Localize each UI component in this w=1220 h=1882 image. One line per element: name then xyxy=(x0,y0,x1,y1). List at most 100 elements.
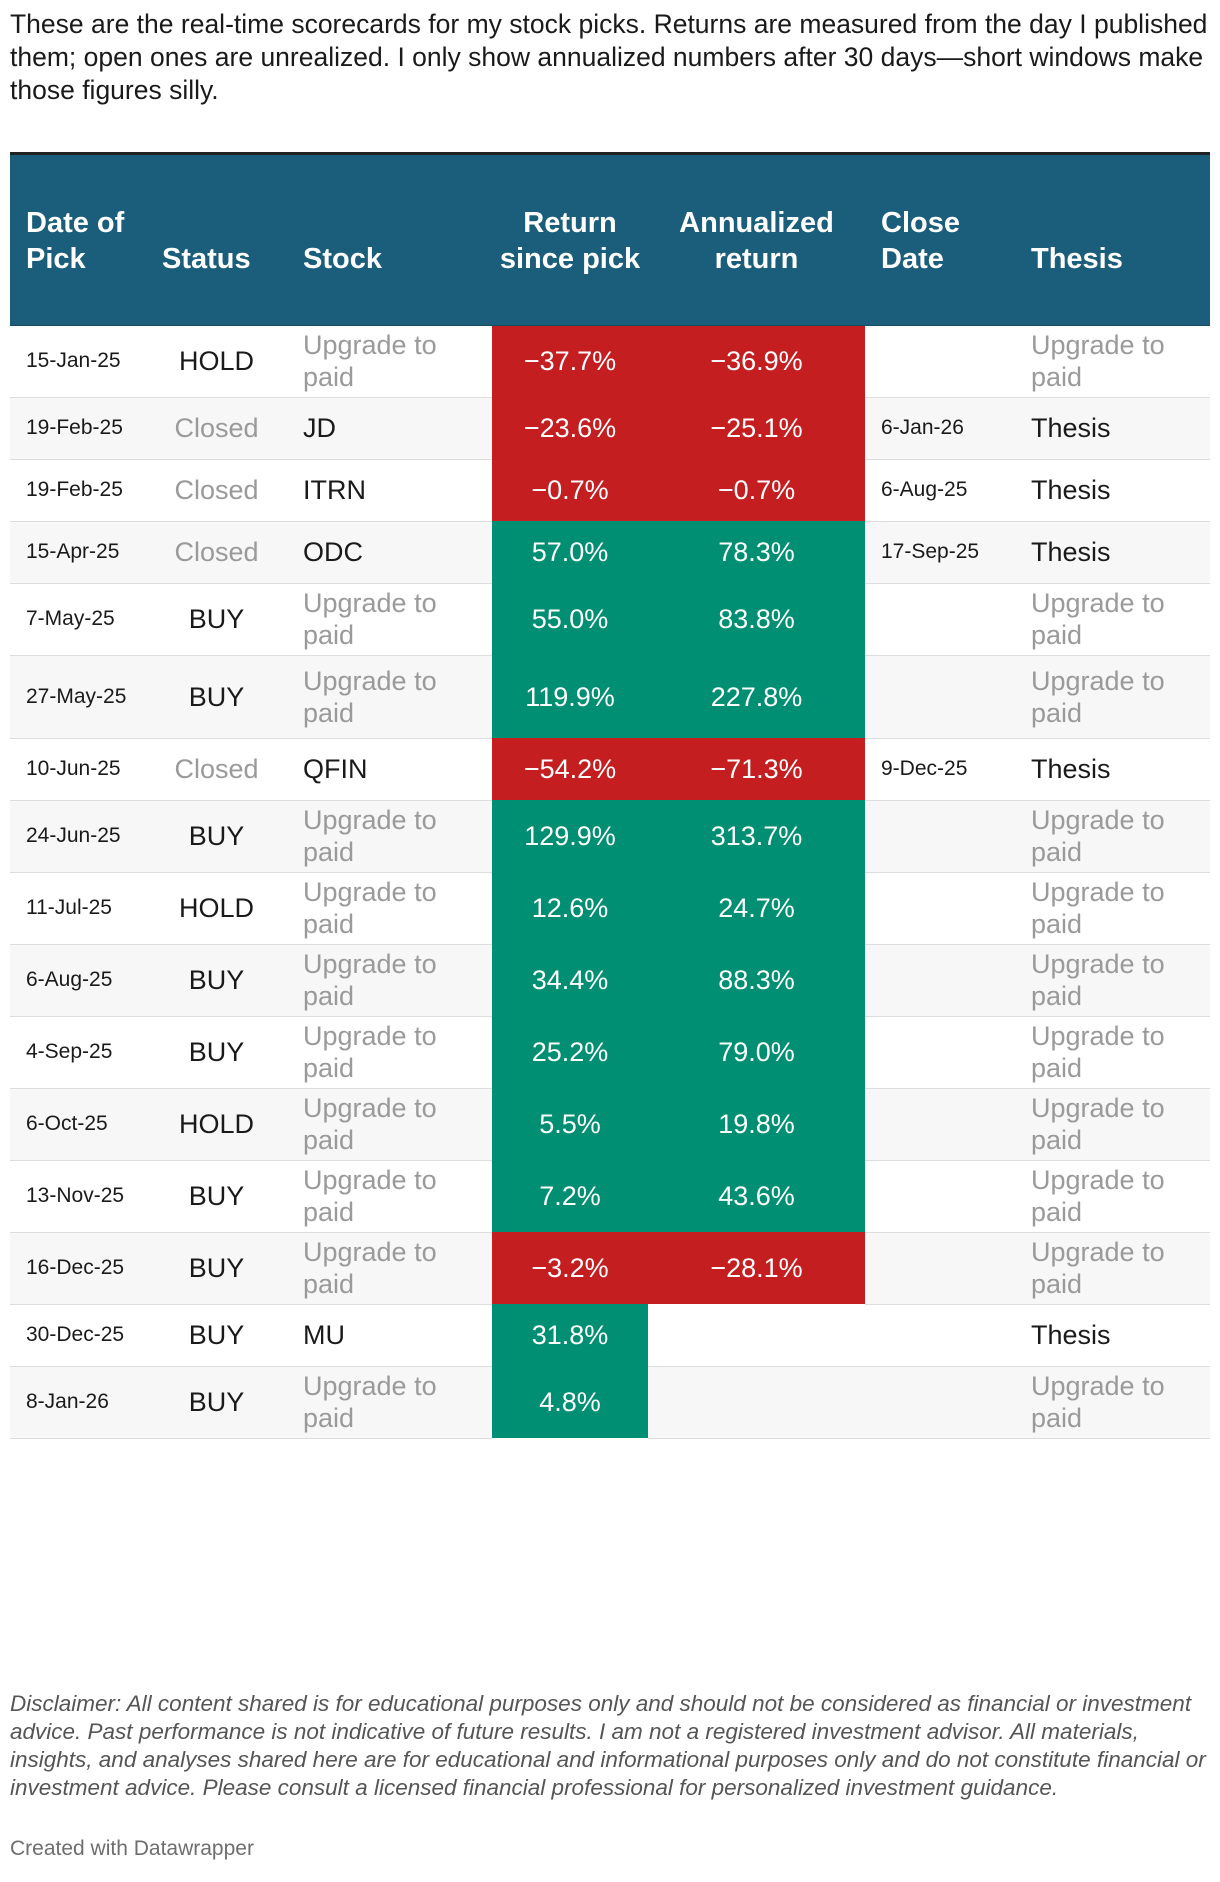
cell-stock[interactable]: Upgrade to paid xyxy=(287,583,492,656)
cell-date: 4-Sep-25 xyxy=(10,1016,146,1089)
header-stock[interactable]: Stock xyxy=(287,155,492,326)
cell-close-date xyxy=(865,1160,1015,1233)
cell-thesis[interactable]: Upgrade to paid xyxy=(1015,944,1210,1017)
cell-thesis[interactable]: Thesis xyxy=(1015,738,1210,801)
cell-status: BUY xyxy=(146,583,287,656)
cell-stock[interactable]: Upgrade to paid xyxy=(287,800,492,873)
cell-thesis[interactable]: Thesis xyxy=(1015,397,1210,460)
cell-status: HOLD xyxy=(146,325,287,398)
cell-annualized: −36.9% xyxy=(648,325,865,397)
cell-thesis[interactable]: Upgrade to paid xyxy=(1015,872,1210,945)
cell-return: 34.4% xyxy=(492,944,648,1016)
header-date[interactable]: Date of Pick xyxy=(10,155,146,326)
cell-date: 6-Aug-25 xyxy=(10,944,146,1017)
cell-status: Closed xyxy=(146,459,287,522)
cell-annualized: −28.1% xyxy=(648,1232,865,1304)
cell-return: 5.5% xyxy=(492,1088,648,1160)
cell-thesis[interactable]: Upgrade to paid xyxy=(1015,655,1210,739)
picks-table: Date of Pick Status Stock Return since p… xyxy=(10,152,1210,1439)
credit-text: Created with Datawrapper xyxy=(10,1837,254,1860)
cell-stock: JD xyxy=(287,397,492,460)
cell-date: 15-Jan-25 xyxy=(10,325,146,398)
cell-thesis[interactable]: Upgrade to paid xyxy=(1015,800,1210,873)
cell-close-date xyxy=(865,1016,1015,1089)
header-close-date[interactable]: Close Date xyxy=(865,155,1015,326)
cell-date: 19-Feb-25 xyxy=(10,397,146,460)
cell-date: 8-Jan-26 xyxy=(10,1366,146,1439)
cell-thesis[interactable]: Thesis xyxy=(1015,1304,1210,1367)
cell-thesis[interactable]: Thesis xyxy=(1015,521,1210,584)
table-row: 19-Feb-25 Closed JD −23.6% −25.1% 6-Jan-26 The… xyxy=(10,397,1210,460)
header-return[interactable]: Return since pick xyxy=(492,155,648,326)
cell-stock[interactable]: Upgrade to paid xyxy=(287,325,492,398)
cell-stock[interactable]: Upgrade to paid xyxy=(287,944,492,1017)
cell-status: BUY xyxy=(146,1016,287,1089)
cell-stock[interactable]: Upgrade to paid xyxy=(287,872,492,945)
cell-return: 57.0% xyxy=(492,521,648,583)
cell-thesis[interactable]: Upgrade to paid xyxy=(1015,1160,1210,1233)
cell-date: 10-Jun-25 xyxy=(10,738,146,801)
table-row: 15-Jan-25 HOLD Upgrade to paid −37.7% −36.9%… xyxy=(10,325,1210,398)
header-annualized[interactable]: Annualized return xyxy=(648,155,865,326)
scorecard-table: Date of Pick Status Stock Return since p… xyxy=(10,155,1210,1439)
cell-status: HOLD xyxy=(146,1088,287,1161)
cell-annualized xyxy=(648,1304,865,1367)
cell-thesis[interactable]: Thesis xyxy=(1015,459,1210,522)
cell-annualized: 24.7% xyxy=(648,872,865,944)
table-row: 30-Dec-25 BUY MU 31.8% Thesis xyxy=(10,1304,1210,1367)
cell-thesis[interactable]: Upgrade to paid xyxy=(1015,325,1210,398)
cell-date: 27-May-25 xyxy=(10,655,146,739)
header-thesis[interactable]: Thesis xyxy=(1015,155,1210,326)
cell-thesis[interactable]: Upgrade to paid xyxy=(1015,1232,1210,1305)
cell-annualized xyxy=(648,1366,865,1439)
cell-close-date xyxy=(865,872,1015,945)
cell-thesis[interactable]: Upgrade to paid xyxy=(1015,1366,1210,1439)
cell-date: 15-Apr-25 xyxy=(10,521,146,584)
cell-status: BUY xyxy=(146,800,287,873)
cell-close-date xyxy=(865,325,1015,398)
cell-stock[interactable]: Upgrade to paid xyxy=(287,655,492,739)
cell-stock[interactable]: Upgrade to paid xyxy=(287,1016,492,1089)
cell-stock[interactable]: Upgrade to paid xyxy=(287,1160,492,1233)
table-row: 13-Nov-25 BUY Upgrade to paid 7.2% 43.6% Upgr… xyxy=(10,1160,1210,1233)
table-body: 15-Jan-25 HOLD Upgrade to paid −37.7% −36.9%… xyxy=(10,325,1210,1439)
cell-status: Closed xyxy=(146,738,287,801)
table-row: 11-Jul-25 HOLD Upgrade to paid 12.6% 24.7% Up… xyxy=(10,872,1210,945)
table-row: 7-May-25 BUY Upgrade to paid 55.0% 83.8% Upgr… xyxy=(10,583,1210,656)
cell-annualized: 88.3% xyxy=(648,944,865,1016)
header-status[interactable]: Status xyxy=(146,155,287,326)
cell-close-date xyxy=(865,1232,1015,1305)
intro-text: These are the real-time scorecards for m… xyxy=(10,9,1208,105)
cell-stock[interactable]: Upgrade to paid xyxy=(287,1366,492,1439)
cell-return: 119.9% xyxy=(492,655,648,738)
cell-stock: ODC xyxy=(287,521,492,584)
cell-close-date xyxy=(865,583,1015,656)
cell-annualized: 83.8% xyxy=(648,583,865,655)
cell-thesis[interactable]: Upgrade to paid xyxy=(1015,1088,1210,1161)
cell-stock: ITRN xyxy=(287,459,492,522)
cell-return: 12.6% xyxy=(492,872,648,944)
cell-thesis[interactable]: Upgrade to paid xyxy=(1015,583,1210,656)
cell-status: BUY xyxy=(146,944,287,1017)
cell-close-date xyxy=(865,1304,1015,1367)
cell-date: 24-Jun-25 xyxy=(10,800,146,873)
cell-annualized: 313.7% xyxy=(648,800,865,872)
cell-close-date: 9-Dec-25 xyxy=(865,738,1015,801)
cell-stock[interactable]: Upgrade to paid xyxy=(287,1088,492,1161)
cell-thesis[interactable]: Upgrade to paid xyxy=(1015,1016,1210,1089)
cell-date: 13-Nov-25 xyxy=(10,1160,146,1233)
cell-status: HOLD xyxy=(146,872,287,945)
disclaimer-text: Disclaimer: All content shared is for ed… xyxy=(10,1691,1206,1800)
cell-annualized: −71.3% xyxy=(648,738,865,800)
cell-stock[interactable]: Upgrade to paid xyxy=(287,1232,492,1305)
table-row: 8-Jan-26 BUY Upgrade to paid 4.8% Upgrade to… xyxy=(10,1366,1210,1439)
cell-status: Closed xyxy=(146,521,287,584)
cell-return: −3.2% xyxy=(492,1232,648,1304)
cell-return: −37.7% xyxy=(492,325,648,397)
table-row: 4-Sep-25 BUY Upgrade to paid 25.2% 79.0% Upgr… xyxy=(10,1016,1210,1089)
cell-return: −54.2% xyxy=(492,738,648,800)
table-row: 6-Aug-25 BUY Upgrade to paid 34.4% 88.3% Upgr… xyxy=(10,944,1210,1017)
cell-return: 25.2% xyxy=(492,1016,648,1088)
cell-close-date xyxy=(865,944,1015,1017)
cell-annualized: 79.0% xyxy=(648,1016,865,1088)
